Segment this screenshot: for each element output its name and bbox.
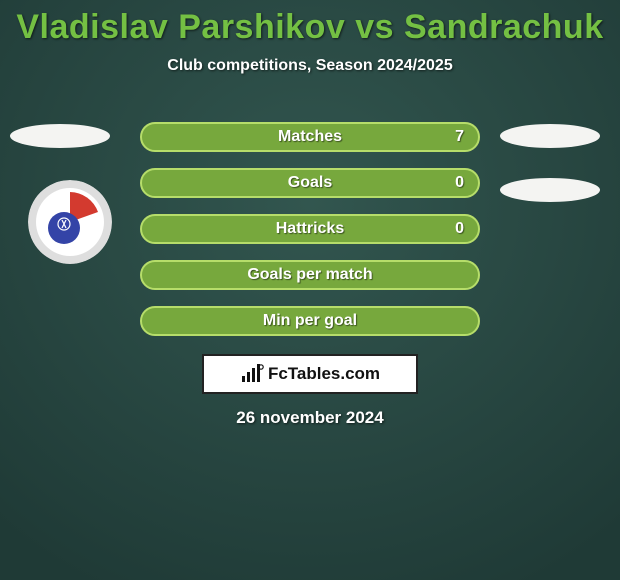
content-container: Vladislav Parshikov vs Sandrachuk Club c… <box>0 0 620 580</box>
stats-list: Matches 7 Goals 0 Hattricks 0 Goals per match M… <box>140 122 480 352</box>
stat-row: Matches 7 <box>140 122 480 152</box>
stat-label: Goals per match <box>247 266 372 284</box>
stat-label: Goals <box>288 174 332 192</box>
stat-row: Goals per match <box>140 260 480 290</box>
stat-label: Matches <box>278 128 342 146</box>
stat-row: Goals 0 <box>140 168 480 198</box>
subtitle: Club competitions, Season 2024/2025 <box>0 57 620 75</box>
brand-text: FcTables.com <box>268 364 380 384</box>
page-title: Vladislav Parshikov vs Sandrachuk <box>0 0 620 47</box>
brand-box: FcTables.com <box>202 354 418 394</box>
stat-value: 0 <box>455 174 464 192</box>
stat-row: Min per goal <box>140 306 480 336</box>
stat-label: Hattricks <box>276 220 344 238</box>
side-oval-right-bottom <box>500 178 600 202</box>
club-badge-svg <box>28 180 112 264</box>
stat-label: Min per goal <box>263 312 357 330</box>
side-oval-left <box>10 124 110 148</box>
stat-row: Hattricks 0 <box>140 214 480 244</box>
bar-chart-icon <box>240 364 264 384</box>
side-oval-right-top <box>500 124 600 148</box>
date-line: 26 november 2024 <box>0 408 620 428</box>
stat-value: 0 <box>455 220 464 238</box>
stat-value: 7 <box>455 128 464 146</box>
club-badge <box>28 180 112 264</box>
